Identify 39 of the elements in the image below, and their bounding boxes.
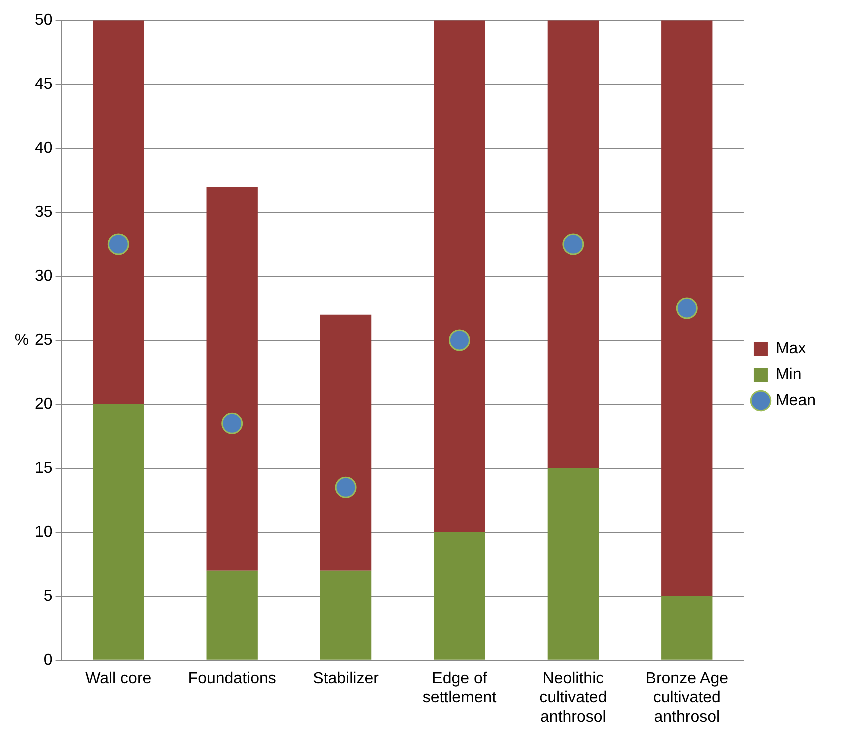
x-tick-label: Neolithic cultivated anthrosol bbox=[540, 670, 608, 726]
y-tick-label: 20 bbox=[35, 396, 53, 413]
bar bbox=[93, 20, 144, 404]
bar bbox=[434, 532, 486, 660]
y-tick-label: 45 bbox=[35, 76, 53, 93]
bar bbox=[548, 20, 600, 468]
x-tick-label: Stabilizer bbox=[313, 670, 380, 688]
x-tick-label: Edge of settlement bbox=[422, 670, 498, 707]
legend-label: Mean bbox=[776, 392, 816, 410]
bar bbox=[662, 20, 713, 596]
bar bbox=[320, 314, 372, 571]
y-tick-label: 10 bbox=[35, 524, 53, 541]
bar bbox=[206, 186, 258, 571]
y-tick-label: 0 bbox=[44, 652, 53, 669]
bar bbox=[662, 596, 713, 660]
y-tick-label: 40 bbox=[35, 140, 53, 157]
y-tick-label: 30 bbox=[35, 268, 53, 285]
bar bbox=[434, 20, 486, 532]
point bbox=[448, 330, 470, 352]
point bbox=[335, 476, 357, 498]
y-tick-label: 15 bbox=[35, 460, 53, 477]
y-tick-label: 50 bbox=[35, 12, 53, 30]
legend-label: Min bbox=[776, 366, 802, 384]
y-tick-label: 35 bbox=[35, 204, 53, 221]
bar bbox=[320, 570, 372, 660]
bar bbox=[93, 404, 144, 660]
x-tick-label: Bronze Age cultivated anthrosol bbox=[646, 670, 729, 726]
point bbox=[108, 234, 130, 256]
x-tick-label: Wall core bbox=[86, 670, 152, 688]
bar bbox=[548, 468, 600, 660]
y-tick-label: 5 bbox=[44, 588, 53, 605]
y-tick-label: 25 bbox=[35, 332, 53, 349]
point bbox=[676, 298, 698, 320]
point bbox=[222, 412, 244, 434]
x-tick-label: Foundations bbox=[188, 670, 276, 688]
y-axis-title: % bbox=[14, 332, 30, 349]
point bbox=[562, 234, 584, 256]
bar bbox=[206, 570, 258, 660]
legend-label: Max bbox=[776, 340, 806, 358]
